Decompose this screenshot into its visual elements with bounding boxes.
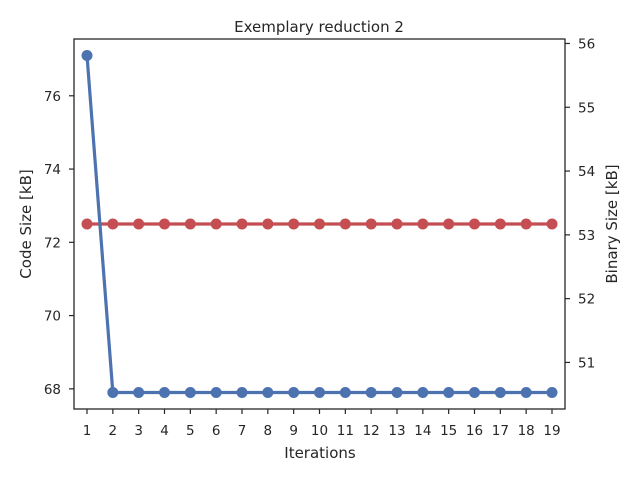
y-tick-label: 70 xyxy=(44,309,61,325)
chart-title: Exemplary reduction 2 xyxy=(234,18,404,36)
x-tick-label: 11 xyxy=(337,423,354,439)
data-point-left xyxy=(417,387,429,399)
y-axis-left: 68 70 72 74 76 xyxy=(44,89,74,398)
y-tick-label: 68 xyxy=(44,382,61,398)
x-tick-label: 1 xyxy=(83,423,92,439)
x-tick-label: 17 xyxy=(492,423,509,439)
data-point-left xyxy=(133,387,145,399)
data-point-right xyxy=(107,218,119,230)
data-point-left xyxy=(262,387,274,399)
data-point-left xyxy=(365,387,377,399)
x-axis-label: Iterations xyxy=(284,444,356,462)
x-tick-label: 4 xyxy=(160,423,169,439)
data-point-right xyxy=(494,218,506,230)
y-tick-label: 76 xyxy=(44,89,61,105)
x-tick-label: 19 xyxy=(543,423,560,439)
x-tick-label: 16 xyxy=(466,423,483,439)
data-point-left xyxy=(391,387,403,399)
x-tick-label: 14 xyxy=(414,423,431,439)
y-tick-label: 74 xyxy=(44,162,61,178)
plot-area xyxy=(81,49,558,399)
data-point-right xyxy=(81,218,93,230)
data-point-left xyxy=(339,387,351,399)
data-point-right xyxy=(546,218,558,230)
data-point-right xyxy=(314,218,325,230)
x-tick-label: 18 xyxy=(518,423,535,439)
x-tick-label: 8 xyxy=(264,423,273,439)
data-point-left xyxy=(236,387,248,399)
y-axis-right: 51 52 53 54 55 56 xyxy=(565,36,595,371)
y-axis-label: Code Size [kB] xyxy=(17,169,35,278)
y2-tick-label: 52 xyxy=(578,292,595,308)
data-point-left xyxy=(443,387,455,399)
data-point-left xyxy=(107,387,119,399)
x-tick-label: 3 xyxy=(134,423,143,439)
data-point-right xyxy=(133,218,145,230)
data-point-right xyxy=(288,218,300,230)
x-axis: 1 2 3 4 5 6 7 8 9 10 11 12 13 14 15 16 17 18 19 xyxy=(83,409,561,439)
data-point-left xyxy=(494,387,506,399)
x-tick-label: 6 xyxy=(212,423,221,439)
x-tick-label: 5 xyxy=(186,423,195,439)
data-point-left xyxy=(469,387,480,399)
data-point-left xyxy=(546,387,558,399)
y2-tick-label: 54 xyxy=(578,164,595,180)
y2-axis-label: Binary Size [kB] xyxy=(603,164,621,283)
data-point-right xyxy=(417,218,429,230)
data-point-right xyxy=(365,218,377,230)
x-tick-label: 12 xyxy=(363,423,380,439)
y-tick-label: 72 xyxy=(44,235,61,251)
x-tick-label: 7 xyxy=(238,423,247,439)
data-point-right xyxy=(184,218,196,230)
data-point-right xyxy=(391,218,403,230)
data-point-right xyxy=(262,218,274,230)
data-point-right xyxy=(443,218,455,230)
data-point-right xyxy=(236,218,248,230)
data-point-right xyxy=(159,218,170,230)
data-point-left xyxy=(81,49,93,61)
data-point-right xyxy=(469,218,480,230)
data-point-right xyxy=(210,218,222,230)
data-point-left xyxy=(159,387,170,399)
x-tick-label: 9 xyxy=(289,423,298,439)
data-point-left xyxy=(314,387,325,399)
data-point-right xyxy=(520,218,532,230)
y2-tick-label: 51 xyxy=(578,355,595,371)
y2-tick-label: 56 xyxy=(578,36,595,52)
y2-tick-label: 55 xyxy=(578,100,595,116)
x-tick-label: 13 xyxy=(388,423,405,439)
y2-tick-label: 53 xyxy=(578,228,595,244)
x-tick-label: 2 xyxy=(109,423,118,439)
data-point-right xyxy=(339,218,351,230)
data-point-left xyxy=(288,387,300,399)
data-point-left xyxy=(184,387,196,399)
x-tick-label: 10 xyxy=(311,423,328,439)
data-point-left xyxy=(210,387,222,399)
x-tick-label: 15 xyxy=(440,423,457,439)
data-point-left xyxy=(520,387,532,399)
